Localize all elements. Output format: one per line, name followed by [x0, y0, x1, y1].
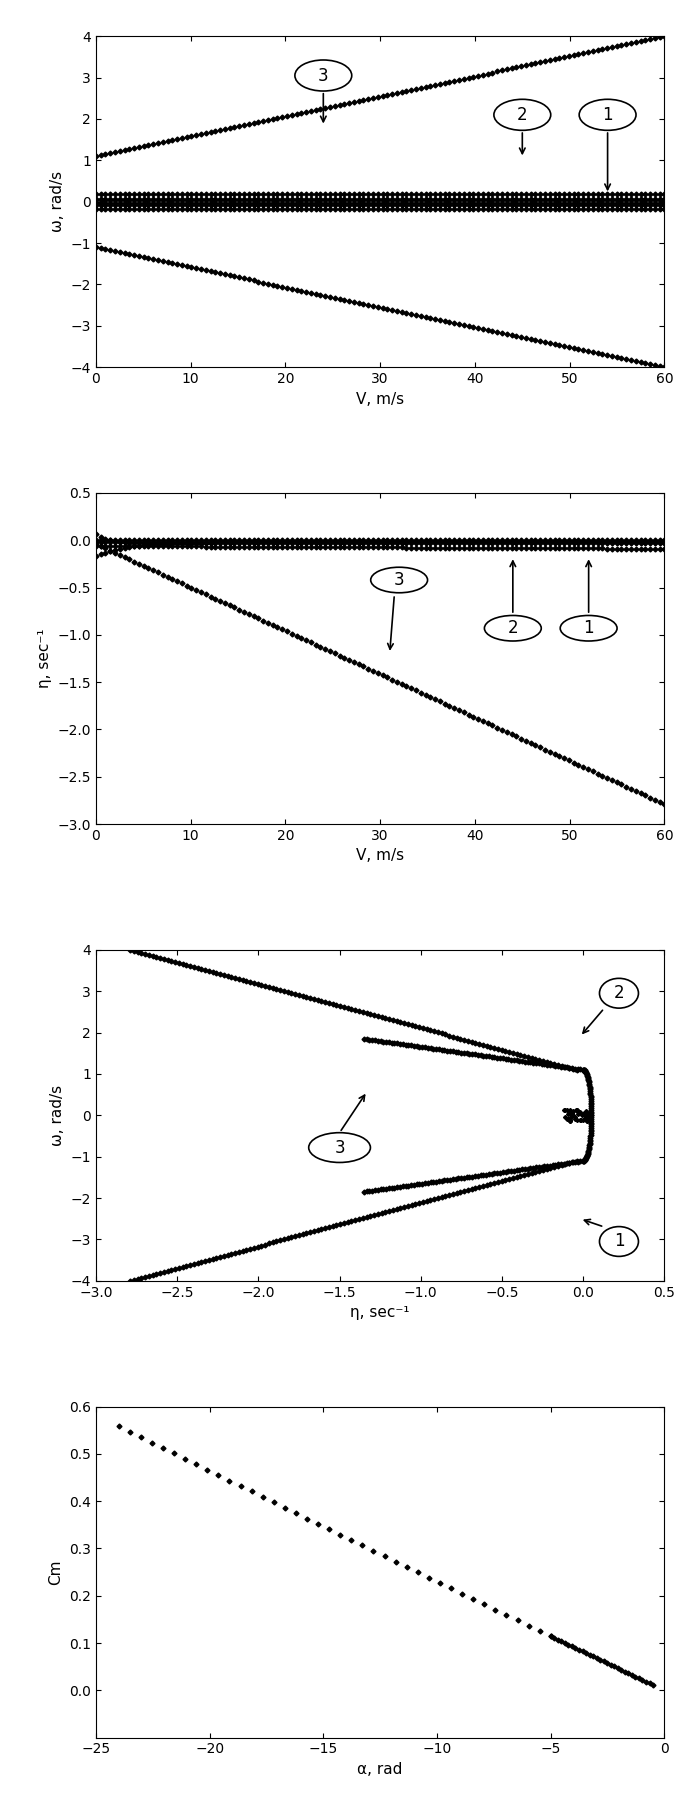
Text: 3: 3 [334, 1138, 345, 1157]
Text: 1: 1 [614, 1233, 624, 1251]
X-axis label: V, m/s: V, m/s [356, 849, 404, 863]
Y-axis label: ω, rad/s: ω, rad/s [50, 172, 65, 232]
Text: 2: 2 [517, 105, 527, 123]
Text: 3: 3 [394, 570, 404, 588]
Text: 2: 2 [508, 619, 518, 637]
X-axis label: α, rad: α, rad [358, 1761, 403, 1777]
Text: 2: 2 [614, 985, 624, 1003]
Text: 1: 1 [602, 105, 613, 123]
Y-axis label: Cm: Cm [49, 1560, 64, 1586]
Y-axis label: ω, rad/s: ω, rad/s [50, 1084, 65, 1146]
Y-axis label: η, sec⁻¹: η, sec⁻¹ [37, 628, 52, 688]
X-axis label: η, sec⁻¹: η, sec⁻¹ [351, 1305, 410, 1319]
Text: 3: 3 [318, 67, 329, 85]
Text: 1: 1 [584, 619, 594, 637]
X-axis label: V, m/s: V, m/s [356, 391, 404, 407]
